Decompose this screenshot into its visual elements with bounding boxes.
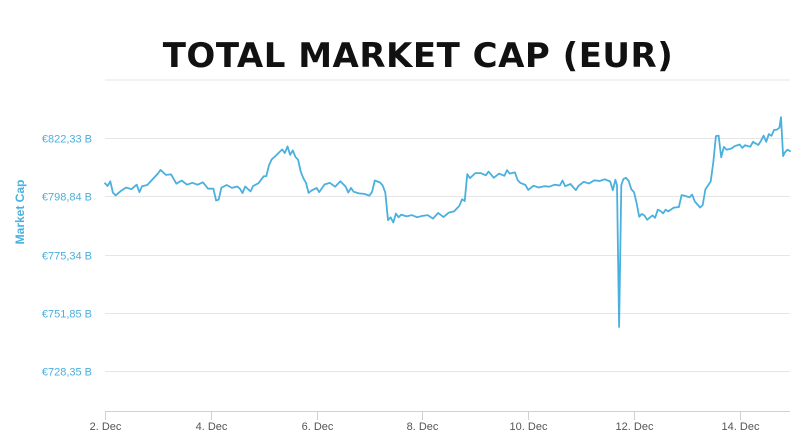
y-tick-label: €775,34 B (42, 251, 92, 263)
x-tick-label: 4. Dec (196, 421, 228, 433)
x-tick-label: 10. Dec (510, 421, 548, 433)
y-tick-label: €728,35 B (42, 367, 92, 379)
x-tick-label: 2. Dec (90, 421, 122, 433)
y-tick-label: €798,84 B (42, 192, 92, 204)
y-axis-ticks: €728,35 B €751,85 B €775,34 B €798,84 B €822… (42, 134, 92, 379)
x-tick-label: 8. Dec (407, 421, 439, 433)
y-tick-label: €822,33 B (42, 134, 92, 146)
series-layer (104, 116, 791, 328)
x-tick-label: 14. Dec (722, 421, 760, 433)
y-axis-label: Market Cap (13, 180, 27, 245)
x-axis-ticks: 2. Dec 4. Dec 6. Dec 8. Dec 10. Dec 12. Dec 14… (90, 411, 760, 433)
x-tick-label: 6. Dec (302, 421, 334, 433)
series-line-market-cap (104, 116, 791, 328)
gridlines (105, 79, 790, 372)
chart-title: TOTAL MARKET CAP (EUR) (163, 36, 674, 76)
y-tick-label: €751,85 B (42, 309, 92, 321)
x-tick-label: 12. Dec (616, 421, 654, 433)
